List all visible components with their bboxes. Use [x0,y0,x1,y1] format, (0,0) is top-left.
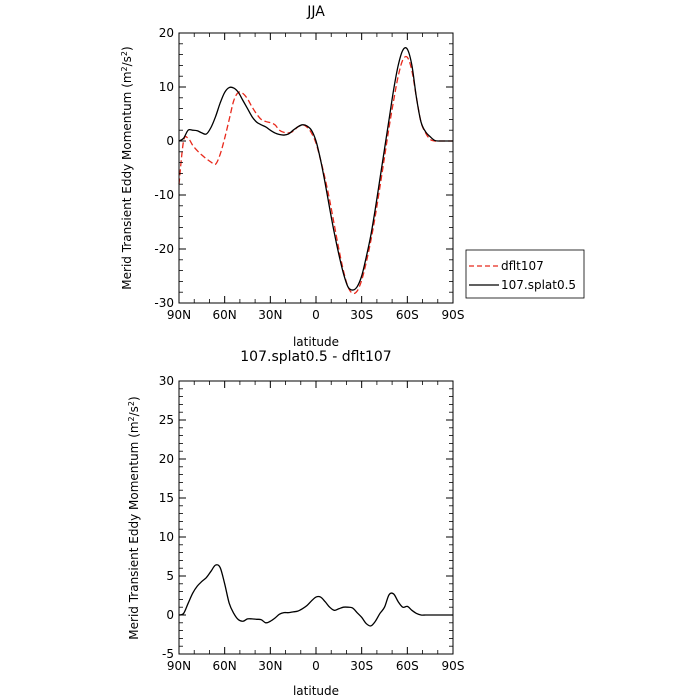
top-xtick-label-0: 90N [167,308,191,322]
top-ytick-label-5: -30 [154,296,174,310]
top-panel-ylabel-mid: /s [120,56,134,66]
legend-label-dflt107: dflt107 [501,259,544,273]
bottom-ytick-label-2: 20 [159,452,174,466]
bottom-panel-frame [178,380,454,655]
bottom-panel-xlabel: latitude [293,684,339,698]
bottom-panel-ylabel: Merid Transient Eddy Momentum (m2/s2) [127,396,142,639]
bottom-xtick-label-1: 60N [213,659,237,673]
top-xtick-label-2: 30N [258,308,282,322]
bottom-panel-ylabel-end: ) [127,396,141,401]
bottom-ytick-label-3: 15 [159,491,174,505]
bottom-panel-title: 107.splat0.5 - dflt107 [240,349,391,365]
top-panel-ylabel-base: Merid Transient Eddy Momentum (m [120,71,134,289]
bottom-panel-ylabel-mid: /s [127,406,141,416]
bottom-ytick-label-1: 25 [159,413,174,427]
bottom-xtick-label-0: 90N [167,659,191,673]
top-xtick-label-3: 0 [312,308,320,322]
bottom-panel-ylabel-exp: 2 [127,416,136,421]
bottom-xtick-label-2: 30N [258,659,282,673]
legend-label-splat: 107.splat0.5 [501,278,576,292]
top-ytick-label-1: 10 [159,80,174,94]
bottom-ytick-label-0: 30 [159,374,174,388]
bottom-series-line-0 [178,564,453,627]
top-panel-title: JJA [306,4,325,20]
top-ytick-label-4: -20 [154,242,174,256]
bottom-panel: 107.splat0.5 - dflt107 latitude Merid Tr… [127,349,465,698]
top-panel-ylabel-exp: 2 [120,66,129,71]
top-ytick-label-0: 20 [159,26,174,40]
top-panel-ylabel: Merid Transient Eddy Momentum (m2/s2) [120,46,135,289]
top-series-line-1 [178,47,453,291]
top-ytick-label-3: -10 [154,188,174,202]
bottom-ytick-label-7: -5 [162,647,174,661]
top-xtick-label-4: 30S [350,308,373,322]
legend: dflt107 107.splat0.5 [465,249,585,299]
legend-box [465,249,585,299]
bottom-xtick-label-6: 90S [442,659,465,673]
top-xtick-label-5: 60S [396,308,419,322]
bottom-ytick-label-6: 0 [166,608,174,622]
bottom-xtick-label-4: 30S [350,659,373,673]
bottom-ytick-label-4: 10 [159,530,174,544]
top-panel-xlabel: latitude [293,335,339,349]
top-panel: JJA latitude Merid Transient Eddy Moment… [120,4,465,349]
bottom-xtick-label-5: 60S [396,659,419,673]
bottom-panel-ylabel-base: Merid Transient Eddy Momentum (m [127,421,141,639]
top-panel-ylabel-end: ) [120,46,134,51]
bottom-panel-ylabel-exp2: 2 [127,401,136,406]
top-panel-ylabel-exp2: 2 [120,51,129,56]
top-panel-frame [178,32,454,304]
bottom-ytick-label-5: 5 [166,569,174,583]
top-xtick-label-1: 60N [213,308,237,322]
bottom-xtick-label-3: 0 [312,659,320,673]
top-ytick-label-2: 0 [166,134,174,148]
top-xtick-label-6: 90S [442,308,465,322]
